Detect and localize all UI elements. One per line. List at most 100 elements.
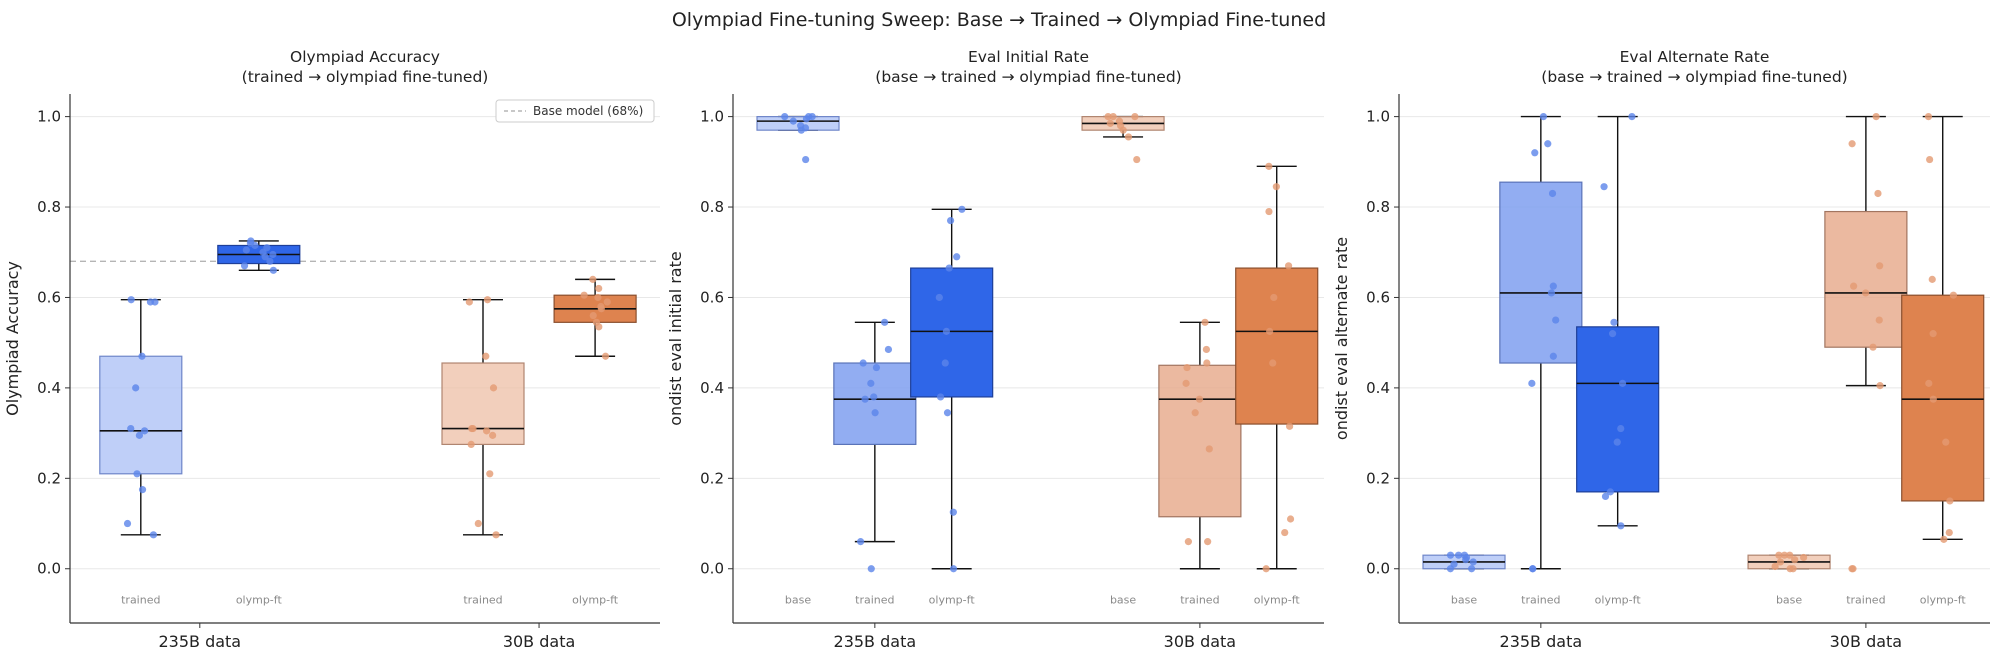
panel-title: Eval Alternate Rate — [1620, 48, 1770, 66]
data-point — [1618, 379, 1627, 387]
data-point — [1528, 379, 1536, 387]
data-point — [1183, 363, 1191, 372]
data-point — [1115, 117, 1124, 125]
y-tick-label: 1.0 — [37, 108, 61, 126]
data-point — [1862, 289, 1870, 297]
data-point — [1548, 189, 1557, 198]
y-tick-label: 0.4 — [37, 379, 61, 397]
data-point — [138, 352, 146, 360]
panel-subtitle: (base → trained → olympiad fine-tuned) — [875, 68, 1181, 86]
data-point — [881, 318, 889, 326]
data-point — [138, 486, 147, 494]
data-point — [1203, 359, 1211, 367]
data-point — [1281, 528, 1289, 537]
data-point — [1286, 515, 1295, 523]
box-iqr — [1235, 267, 1319, 425]
y-tick-label: 0.2 — [37, 469, 61, 487]
data-point — [781, 113, 789, 121]
data-point — [942, 327, 951, 335]
data-point — [949, 508, 957, 516]
data-point — [1195, 395, 1204, 403]
y-tick-label: 0.4 — [1366, 379, 1390, 397]
data-point — [1547, 289, 1556, 297]
data-point — [1926, 155, 1934, 164]
data-point — [247, 237, 255, 245]
panel-subtitle: (base → trained → olympiad fine-tuned) — [1541, 68, 1847, 86]
data-point — [1450, 560, 1458, 568]
data-point — [1204, 538, 1212, 546]
panel-title: Eval Initial Rate — [968, 48, 1089, 66]
data-point — [1791, 556, 1799, 564]
data-point — [1789, 565, 1797, 573]
data-point — [1265, 162, 1273, 170]
box-sub-label: base — [785, 594, 811, 607]
box-sub-label: base — [1776, 594, 1802, 607]
data-point — [1201, 318, 1209, 326]
data-point — [1468, 565, 1476, 573]
box-iqr — [833, 362, 917, 446]
box-sub-label: trained — [855, 594, 894, 607]
y-tick-label: 0.6 — [700, 288, 724, 306]
x-category-label: 30B data — [1830, 632, 1902, 651]
data-point — [132, 384, 140, 392]
data-point — [797, 122, 805, 130]
data-point — [146, 298, 155, 306]
data-point — [467, 440, 475, 449]
box-iqr — [1499, 181, 1583, 364]
y-tick-label: 0.8 — [700, 198, 724, 216]
data-point — [1945, 528, 1953, 537]
data-point — [483, 296, 492, 304]
box-iqr — [1158, 364, 1242, 518]
data-point — [489, 431, 497, 439]
data-point — [589, 275, 597, 283]
data-point — [1775, 551, 1783, 559]
data-point — [1613, 438, 1621, 446]
y-axis-label: ondist eval initial rate — [666, 251, 685, 425]
data-point — [1928, 275, 1936, 283]
y-tick-label: 1.0 — [700, 108, 724, 126]
data-point — [1133, 155, 1141, 164]
data-point — [127, 296, 135, 304]
box-iqr — [441, 362, 525, 446]
data-point — [1202, 345, 1210, 354]
box-iqr — [1901, 294, 1985, 502]
data-point — [1601, 492, 1610, 501]
box-sub-label: trained — [1521, 594, 1560, 607]
data-point — [1617, 424, 1625, 433]
y-tick-label: 0.6 — [37, 288, 61, 306]
data-point — [1872, 113, 1880, 121]
legend-label: Base model (68%) — [533, 104, 643, 118]
data-point — [269, 250, 277, 259]
box-30b-data-base: base — [1747, 551, 1831, 607]
box-sub-label: base — [1451, 594, 1477, 607]
data-point — [1942, 438, 1950, 446]
data-point — [1940, 535, 1948, 543]
data-point — [935, 293, 943, 302]
data-point — [872, 363, 881, 372]
box-iqr — [910, 267, 994, 398]
data-point — [1131, 113, 1139, 121]
y-tick-label: 0.4 — [700, 379, 724, 397]
data-point — [1929, 330, 1937, 338]
data-point — [941, 359, 949, 367]
data-point — [1608, 330, 1617, 338]
data-point — [870, 393, 878, 401]
box-sub-label: olymp-ft — [1254, 594, 1301, 607]
data-point — [1925, 379, 1933, 387]
data-point — [1610, 318, 1618, 326]
y-tick-label: 0.0 — [37, 560, 61, 578]
data-point — [149, 531, 158, 539]
data-point — [1946, 497, 1954, 505]
y-tick-label: 0.6 — [1366, 288, 1390, 306]
data-point — [1469, 558, 1477, 566]
data-point — [242, 246, 250, 254]
data-point — [949, 565, 958, 573]
data-point — [1269, 359, 1277, 367]
data-point — [474, 519, 482, 528]
data-point — [943, 409, 952, 417]
panel-subtitle: (trained → olympiad fine-tuned) — [242, 68, 489, 86]
data-point — [1869, 343, 1877, 351]
box-sub-label: trained — [1846, 594, 1885, 607]
data-point — [482, 352, 490, 360]
